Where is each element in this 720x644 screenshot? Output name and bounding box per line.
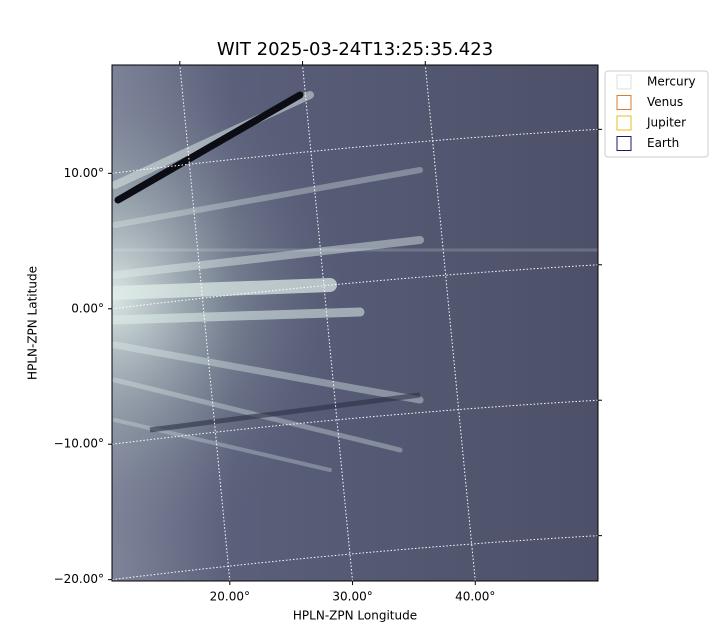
grid-line	[112, 399, 598, 445]
legend-swatch	[616, 74, 632, 90]
y-tick-label: −10.00°	[54, 437, 104, 451]
x-tick-label: 40.00°	[455, 590, 495, 604]
grid-line	[424, 65, 476, 581]
legend-swatch	[616, 95, 632, 110]
x-tick-label: 30.00°	[332, 590, 372, 604]
grid-line	[179, 65, 231, 581]
legend-swatch	[616, 115, 632, 131]
grid-line	[112, 128, 598, 174]
image	[112, 65, 598, 581]
grid	[112, 65, 598, 581]
x-axis-label: HPLN-ZPN Longitude	[293, 609, 417, 623]
legend-box	[604, 70, 709, 158]
grid-line	[112, 264, 598, 310]
legend-swatch	[616, 136, 632, 151]
legend-label: Jupiter	[646, 116, 686, 130]
legend-label: Venus	[647, 95, 683, 109]
y-tick-label: 10.00°	[64, 166, 104, 180]
y-axis-label: HPLN-ZPN Latitude	[26, 266, 40, 380]
chart-title: WIT 2025-03-24T13:25:35.423	[217, 39, 493, 60]
legend: Mercury Venus Jupiter Earth	[604, 70, 709, 158]
grid-line	[112, 535, 598, 581]
y-tick-label: −20.00°	[54, 572, 104, 586]
x-tick-label: 20.00°	[210, 590, 250, 604]
legend-label: Mercury	[647, 75, 696, 89]
legend-label: Earth	[647, 136, 679, 150]
y-tick-label: 0.00°	[71, 301, 104, 315]
axes-frame	[111, 64, 599, 582]
grid-line	[302, 65, 354, 581]
